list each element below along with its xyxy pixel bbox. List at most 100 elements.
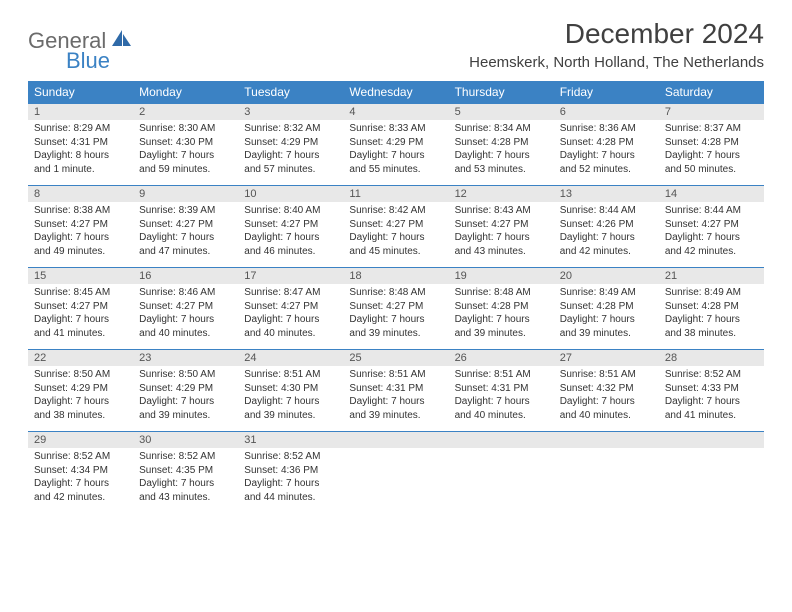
calendar-cell: 23Sunrise: 8:50 AMSunset: 4:29 PMDayligh… <box>133 350 238 432</box>
day-body: Sunrise: 8:49 AMSunset: 4:28 PMDaylight:… <box>659 284 764 344</box>
sunrise-line: Sunrise: 8:49 AM <box>665 286 758 300</box>
day-body: Sunrise: 8:37 AMSunset: 4:28 PMDaylight:… <box>659 120 764 180</box>
day-body: Sunrise: 8:49 AMSunset: 4:28 PMDaylight:… <box>554 284 659 344</box>
calendar-cell-empty <box>449 432 554 514</box>
sunset-line: Sunset: 4:30 PM <box>139 136 232 150</box>
sunrise-line: Sunrise: 8:51 AM <box>455 368 548 382</box>
day-body: Sunrise: 8:47 AMSunset: 4:27 PMDaylight:… <box>238 284 343 344</box>
weekday-header-row: Sunday Monday Tuesday Wednesday Thursday… <box>28 81 764 104</box>
daylight-line: Daylight: 7 hours and 52 minutes. <box>560 149 653 176</box>
calendar-cell: 7Sunrise: 8:37 AMSunset: 4:28 PMDaylight… <box>659 104 764 186</box>
day-body: Sunrise: 8:52 AMSunset: 4:35 PMDaylight:… <box>133 448 238 508</box>
daylight-line: Daylight: 8 hours and 1 minute. <box>34 149 127 176</box>
sunrise-line: Sunrise: 8:52 AM <box>665 368 758 382</box>
page-title: December 2024 <box>469 18 764 50</box>
day-number: 1 <box>28 104 133 120</box>
sunrise-line: Sunrise: 8:30 AM <box>139 122 232 136</box>
day-number: 21 <box>659 268 764 284</box>
calendar-cell: 29Sunrise: 8:52 AMSunset: 4:34 PMDayligh… <box>28 432 133 514</box>
calendar-row: 8Sunrise: 8:38 AMSunset: 4:27 PMDaylight… <box>28 186 764 268</box>
day-number: 7 <box>659 104 764 120</box>
day-number: 16 <box>133 268 238 284</box>
day-body: Sunrise: 8:36 AMSunset: 4:28 PMDaylight:… <box>554 120 659 180</box>
header: General Blue December 2024 Heemskerk, No… <box>28 18 764 71</box>
calendar-cell: 24Sunrise: 8:51 AMSunset: 4:30 PMDayligh… <box>238 350 343 432</box>
day-body: Sunrise: 8:40 AMSunset: 4:27 PMDaylight:… <box>238 202 343 262</box>
calendar-cell: 26Sunrise: 8:51 AMSunset: 4:31 PMDayligh… <box>449 350 554 432</box>
calendar-row: 15Sunrise: 8:45 AMSunset: 4:27 PMDayligh… <box>28 268 764 350</box>
day-number: 12 <box>449 186 554 202</box>
sunset-line: Sunset: 4:30 PM <box>244 382 337 396</box>
day-body: Sunrise: 8:46 AMSunset: 4:27 PMDaylight:… <box>133 284 238 344</box>
sunset-line: Sunset: 4:32 PM <box>560 382 653 396</box>
daylight-line: Daylight: 7 hours and 39 minutes. <box>560 313 653 340</box>
sunrise-line: Sunrise: 8:48 AM <box>349 286 442 300</box>
calendar-cell-empty <box>343 432 448 514</box>
sunset-line: Sunset: 4:34 PM <box>34 464 127 478</box>
day-number: 27 <box>554 350 659 366</box>
calendar-cell: 2Sunrise: 8:30 AMSunset: 4:30 PMDaylight… <box>133 104 238 186</box>
day-number: 23 <box>133 350 238 366</box>
day-number: 14 <box>659 186 764 202</box>
calendar-cell: 20Sunrise: 8:49 AMSunset: 4:28 PMDayligh… <box>554 268 659 350</box>
sunrise-line: Sunrise: 8:52 AM <box>244 450 337 464</box>
day-body: Sunrise: 8:50 AMSunset: 4:29 PMDaylight:… <box>28 366 133 426</box>
calendar-cell: 27 Sunrise: 8:51 AMSunset: 4:32 PMDayligh… <box>554 350 659 432</box>
day-number: 9 <box>133 186 238 202</box>
location-subtitle: Heemskerk, North Holland, The Netherland… <box>469 54 764 71</box>
sunset-line: Sunset: 4:27 PM <box>34 300 127 314</box>
day-number: 20 <box>554 268 659 284</box>
day-body: Sunrise: 8:34 AMSunset: 4:28 PMDaylight:… <box>449 120 554 180</box>
day-body: Sunrise: 8:50 AMSunset: 4:29 PMDaylight:… <box>133 366 238 426</box>
sunrise-line: Sunrise: 8:45 AM <box>34 286 127 300</box>
daylight-line: Daylight: 7 hours and 41 minutes. <box>34 313 127 340</box>
daylight-line: Daylight: 7 hours and 40 minutes. <box>244 313 337 340</box>
sunset-line: Sunset: 4:28 PM <box>560 136 653 150</box>
sunset-line: Sunset: 4:27 PM <box>455 218 548 232</box>
calendar-cell: 31Sunrise: 8:52 AMSunset: 4:36 PMDayligh… <box>238 432 343 514</box>
day-number: 31 <box>238 432 343 448</box>
day-number: 22 <box>28 350 133 366</box>
logo: General Blue <box>28 18 133 54</box>
day-body: Sunrise: 8:45 AMSunset: 4:27 PMDaylight:… <box>28 284 133 344</box>
day-body: Sunrise: 8:44 AMSunset: 4:27 PMDaylight:… <box>659 202 764 262</box>
day-number: 10 <box>238 186 343 202</box>
sunrise-line: Sunrise: 8:44 AM <box>560 204 653 218</box>
day-number: 6 <box>554 104 659 120</box>
sunrise-line: Sunrise: 8:44 AM <box>665 204 758 218</box>
day-body: Sunrise: 8:43 AMSunset: 4:27 PMDaylight:… <box>449 202 554 262</box>
daylight-line: Daylight: 7 hours and 43 minutes. <box>139 477 232 504</box>
day-body: Sunrise: 8:51 AMSunset: 4:30 PMDaylight:… <box>238 366 343 426</box>
calendar-cell-empty <box>554 432 659 514</box>
sunrise-line: Sunrise: 8:29 AM <box>34 122 127 136</box>
weekday-header: Monday <box>133 81 238 104</box>
sunset-line: Sunset: 4:26 PM <box>560 218 653 232</box>
sunset-line: Sunset: 4:31 PM <box>349 382 442 396</box>
sunset-line: Sunset: 4:27 PM <box>244 218 337 232</box>
sunrise-line: Sunrise: 8:34 AM <box>455 122 548 136</box>
day-number: 17 <box>238 268 343 284</box>
calendar-cell: 17Sunrise: 8:47 AMSunset: 4:27 PMDayligh… <box>238 268 343 350</box>
logo-line2: Blue <box>66 48 110 74</box>
day-body: Sunrise: 8:38 AMSunset: 4:27 PMDaylight:… <box>28 202 133 262</box>
day-number: 13 <box>554 186 659 202</box>
calendar-cell: 12Sunrise: 8:43 AMSunset: 4:27 PMDayligh… <box>449 186 554 268</box>
day-number: 3 <box>238 104 343 120</box>
day-body: Sunrise: 8:52 AMSunset: 4:36 PMDaylight:… <box>238 448 343 508</box>
day-body: Sunrise: 8:39 AMSunset: 4:27 PMDaylight:… <box>133 202 238 262</box>
sunrise-line: Sunrise: 8:52 AM <box>34 450 127 464</box>
sunrise-line: Sunrise: 8:51 AM <box>560 368 653 382</box>
daylight-line: Daylight: 7 hours and 42 minutes. <box>34 477 127 504</box>
daylight-line: Daylight: 7 hours and 49 minutes. <box>34 231 127 258</box>
day-number: 4 <box>343 104 448 120</box>
calendar-cell: 21Sunrise: 8:49 AMSunset: 4:28 PMDayligh… <box>659 268 764 350</box>
daylight-line: Daylight: 7 hours and 41 minutes. <box>665 395 758 422</box>
daylight-line: Daylight: 7 hours and 50 minutes. <box>665 149 758 176</box>
calendar-cell: 19Sunrise: 8:48 AMSunset: 4:28 PMDayligh… <box>449 268 554 350</box>
sunset-line: Sunset: 4:36 PM <box>244 464 337 478</box>
sunrise-line: Sunrise: 8:47 AM <box>244 286 337 300</box>
day-number: 25 <box>343 350 448 366</box>
daylight-line: Daylight: 7 hours and 40 minutes. <box>560 395 653 422</box>
daylight-line: Daylight: 7 hours and 42 minutes. <box>665 231 758 258</box>
calendar-cell: 25Sunrise: 8:51 AMSunset: 4:31 PMDayligh… <box>343 350 448 432</box>
